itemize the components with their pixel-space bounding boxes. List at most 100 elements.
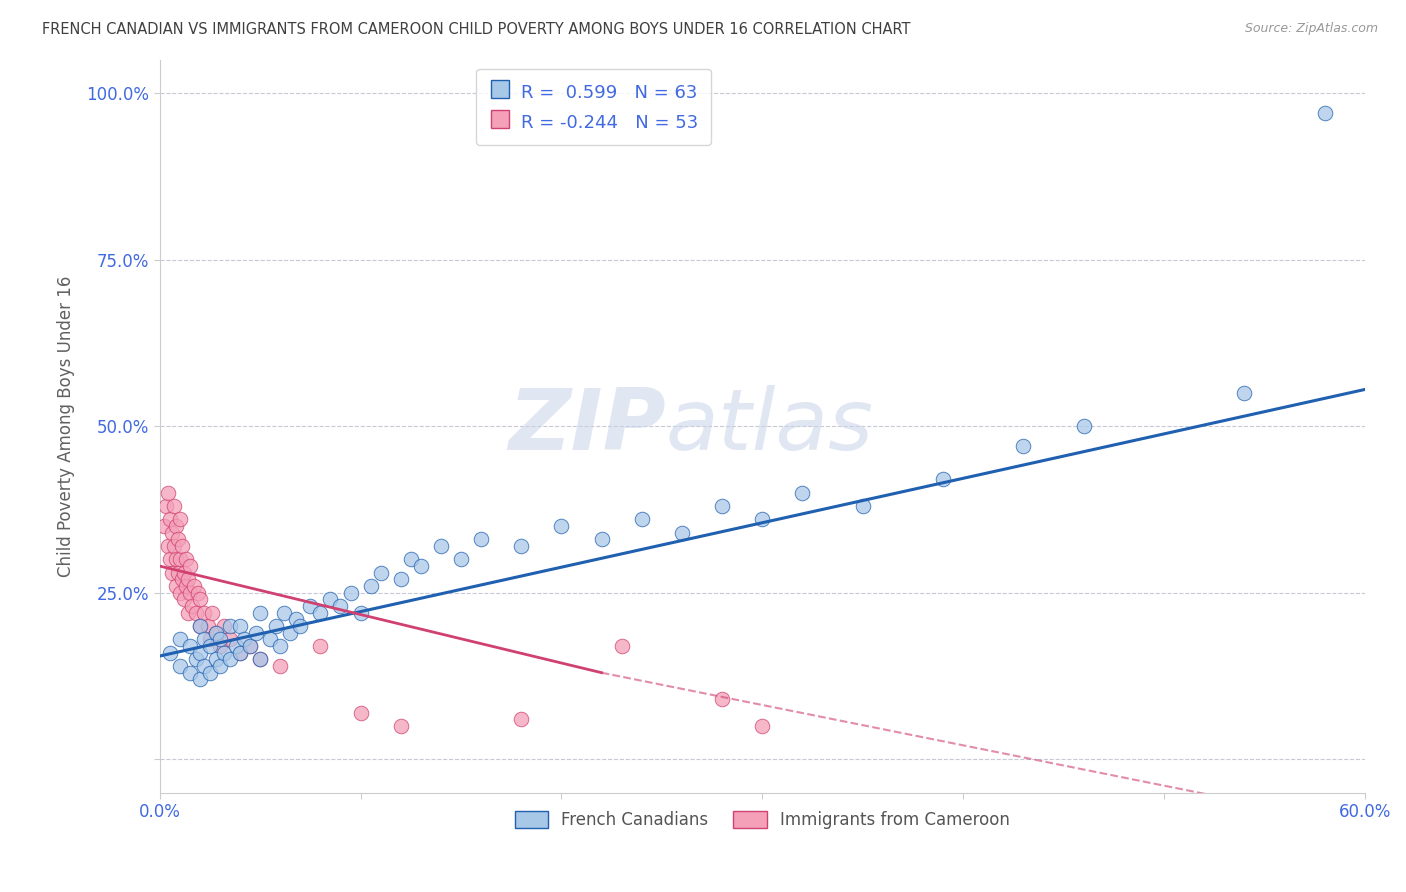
- Point: [932, 472, 955, 486]
- Point: [188, 619, 211, 633]
- Point: [179, 665, 201, 680]
- Point: [212, 646, 235, 660]
- Point: [179, 639, 201, 653]
- Point: [198, 665, 221, 680]
- Point: [610, 639, 633, 653]
- Point: [1012, 439, 1035, 453]
- Point: [180, 599, 202, 613]
- Point: [852, 499, 875, 513]
- Point: [309, 639, 332, 653]
- Point: [409, 559, 432, 574]
- Point: [173, 592, 195, 607]
- Point: [198, 632, 221, 647]
- Point: [177, 573, 200, 587]
- Point: [184, 606, 207, 620]
- Point: [166, 533, 188, 547]
- Point: [156, 485, 179, 500]
- Text: FRENCH CANADIAN VS IMMIGRANTS FROM CAMEROON CHILD POVERTY AMONG BOYS UNDER 16 CO: FRENCH CANADIAN VS IMMIGRANTS FROM CAMER…: [42, 22, 911, 37]
- Point: [349, 706, 371, 720]
- Point: [159, 552, 181, 566]
- Point: [711, 499, 734, 513]
- Point: [671, 525, 693, 540]
- Point: [166, 566, 188, 580]
- Point: [269, 639, 291, 653]
- Point: [183, 579, 205, 593]
- Point: [229, 619, 252, 633]
- Point: [225, 639, 247, 653]
- Point: [219, 652, 242, 666]
- Point: [233, 632, 256, 647]
- Point: [170, 573, 193, 587]
- Point: [163, 539, 186, 553]
- Point: [184, 652, 207, 666]
- Point: [169, 585, 191, 599]
- Point: [165, 552, 187, 566]
- Point: [177, 606, 200, 620]
- Point: [273, 606, 295, 620]
- Point: [264, 619, 287, 633]
- Point: [751, 512, 773, 526]
- Point: [201, 606, 224, 620]
- Point: [155, 499, 177, 513]
- Point: [179, 585, 201, 599]
- Point: [285, 612, 308, 626]
- Point: [1073, 419, 1095, 434]
- Point: [430, 539, 453, 553]
- Point: [510, 539, 533, 553]
- Point: [399, 552, 422, 566]
- Point: [239, 639, 262, 653]
- Point: [245, 625, 267, 640]
- Text: ZIP: ZIP: [508, 384, 666, 467]
- Point: [169, 552, 191, 566]
- Point: [169, 659, 191, 673]
- Point: [197, 619, 219, 633]
- Point: [360, 579, 382, 593]
- Point: [187, 585, 209, 599]
- Point: [239, 639, 262, 653]
- Point: [510, 712, 533, 726]
- Point: [329, 599, 352, 613]
- Point: [205, 652, 228, 666]
- Point: [229, 646, 252, 660]
- Point: [249, 606, 271, 620]
- Point: [249, 652, 271, 666]
- Point: [193, 606, 215, 620]
- Point: [160, 566, 183, 580]
- Text: atlas: atlas: [666, 384, 875, 467]
- Point: [160, 525, 183, 540]
- Point: [1233, 385, 1256, 400]
- Point: [179, 559, 201, 574]
- Point: [165, 579, 187, 593]
- Point: [169, 632, 191, 647]
- Point: [188, 619, 211, 633]
- Point: [205, 625, 228, 640]
- Point: [163, 499, 186, 513]
- Point: [290, 619, 312, 633]
- Point: [630, 512, 652, 526]
- Point: [591, 533, 613, 547]
- Point: [173, 566, 195, 580]
- Point: [370, 566, 392, 580]
- Point: [389, 573, 412, 587]
- Point: [165, 519, 187, 533]
- Point: [299, 599, 322, 613]
- Point: [470, 533, 492, 547]
- Point: [711, 692, 734, 706]
- Point: [309, 606, 332, 620]
- Point: [188, 646, 211, 660]
- Point: [156, 539, 179, 553]
- Point: [169, 512, 191, 526]
- Point: [269, 659, 291, 673]
- Point: [389, 719, 412, 733]
- Point: [205, 625, 228, 640]
- Point: [229, 646, 252, 660]
- Point: [174, 552, 197, 566]
- Point: [751, 719, 773, 733]
- Point: [219, 619, 242, 633]
- Y-axis label: Child Poverty Among Boys Under 16: Child Poverty Among Boys Under 16: [58, 276, 75, 577]
- Point: [198, 639, 221, 653]
- Point: [193, 632, 215, 647]
- Point: [550, 519, 572, 533]
- Point: [349, 606, 371, 620]
- Text: Source: ZipAtlas.com: Source: ZipAtlas.com: [1244, 22, 1378, 36]
